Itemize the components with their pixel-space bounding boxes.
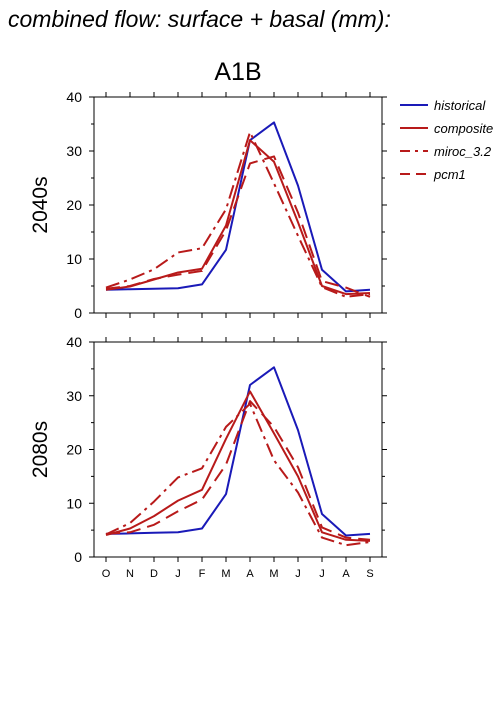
x-tick-label: J — [175, 568, 181, 580]
series-line-miroc-3-2 — [105, 402, 371, 547]
x-tick-label: D — [150, 568, 158, 580]
y-tick-label: 30 — [66, 143, 82, 159]
y-tick-label: 20 — [66, 442, 82, 458]
y-tick-label: 0 — [74, 305, 82, 321]
series-line-historical — [105, 366, 371, 537]
x-tick-label: J — [319, 568, 325, 580]
y-tick-label: 30 — [66, 388, 82, 404]
panel-2080s: 0 10 20 30 40 O N D J F M A M J J A S 2080s — [29, 334, 387, 580]
plot-frame — [93, 96, 383, 314]
chart-title: A1B — [214, 58, 261, 86]
y-tick-label: 10 — [66, 495, 82, 511]
series-line-historical — [105, 121, 371, 293]
legend-label: miroc_3.2 — [434, 144, 492, 159]
series-line-miroc-3-2 — [105, 131, 371, 298]
legend-label: historical — [434, 98, 486, 113]
y-tick-label: 20 — [66, 197, 82, 213]
series-line-composite — [105, 139, 371, 296]
legend: historical composite miroc_3.2 pcm1 — [400, 98, 493, 182]
legend-label: pcm1 — [433, 167, 466, 182]
x-tick-label: M — [221, 568, 230, 580]
x-tick-label: A — [342, 568, 350, 580]
y-axis-label: 2080s — [29, 421, 52, 478]
x-tick-label: J — [295, 568, 301, 580]
x-tick-label: N — [126, 568, 134, 580]
y-tick-label: 0 — [74, 549, 82, 565]
series-line-pcm1 — [105, 155, 371, 298]
y-tick-label: 40 — [66, 334, 82, 350]
x-tick-label: M — [269, 568, 278, 580]
page-title: combined flow: surface + basal (mm): — [8, 6, 391, 32]
x-tick-label: F — [199, 568, 206, 580]
series-line-pcm1 — [105, 400, 371, 541]
x-tick-label: O — [102, 568, 111, 580]
panel-2040s: 0 10 20 30 40 2040s — [29, 89, 387, 321]
y-tick-label: 10 — [66, 251, 82, 267]
y-tick-label: 40 — [66, 89, 82, 105]
series-line-composite — [105, 390, 371, 542]
x-tick-label: A — [246, 568, 254, 580]
x-tick-label: S — [366, 568, 373, 580]
y-axis-label: 2040s — [29, 176, 52, 233]
legend-label: composite — [434, 121, 493, 136]
